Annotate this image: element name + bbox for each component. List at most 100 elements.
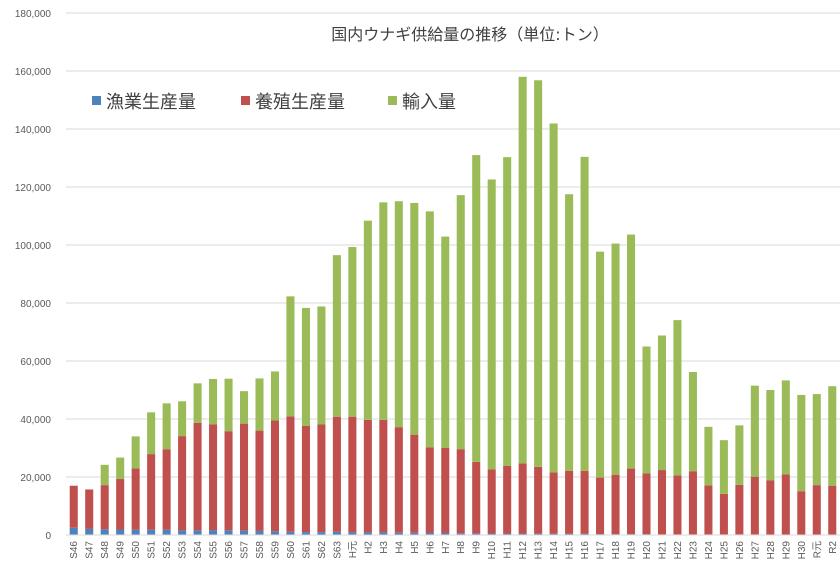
bar-aquaculture [797, 491, 806, 535]
x-tick-label: H23 [688, 541, 699, 560]
bar-aquaculture [286, 416, 295, 532]
x-tick-label: H3 [379, 541, 390, 554]
bar-import [688, 372, 697, 472]
x-tick-label: H15 [565, 541, 576, 560]
bar-aquaculture [270, 420, 280, 532]
legend-label: 輸入量 [402, 92, 456, 113]
x-tick-label: S47 [85, 541, 96, 559]
bar-fishery [487, 533, 496, 535]
bar-fishery [209, 530, 218, 535]
bar-aquaculture [301, 425, 310, 533]
bar-aquaculture [472, 461, 481, 534]
chart-title: 国内ウナギ供給量の推移（単位:トン） [331, 25, 608, 44]
bar-fishery [178, 530, 187, 535]
bar-aquaculture [162, 449, 171, 530]
bar-import [642, 346, 651, 474]
bar-fishery [224, 530, 233, 535]
bar-fishery [565, 533, 574, 535]
bar-aquaculture [100, 485, 109, 530]
bar-fishery [441, 532, 450, 535]
bar-fishery [549, 533, 558, 535]
y-tick-label: 40,000 [20, 415, 51, 426]
bar-aquaculture [626, 468, 636, 535]
bar-import [781, 380, 790, 475]
bar-fishery [518, 533, 527, 535]
bar-aquaculture [425, 447, 434, 533]
bar-fishery [270, 531, 280, 535]
bar-aquaculture [394, 427, 403, 533]
x-tick-labels: S46 S47 S48 S49 S50 S51 S52 S53 S54 S55 S56 S57 S58 S… [69, 541, 839, 560]
bar-aquaculture [673, 475, 682, 535]
bar-aquaculture [735, 484, 744, 535]
bar-aquaculture [224, 431, 233, 531]
bar-import [518, 76, 527, 464]
bar-aquaculture [147, 454, 156, 530]
bar-fishery [85, 528, 94, 535]
bar-fishery [131, 529, 140, 535]
bar-import [363, 220, 372, 420]
bar-import [565, 194, 574, 471]
bar-aquaculture [657, 470, 667, 535]
y-tick-label: 60,000 [20, 357, 51, 368]
bar-aquaculture [688, 471, 697, 535]
bar-fishery [255, 530, 264, 535]
x-tick-label: S52 [162, 541, 173, 559]
bar-aquaculture [781, 474, 790, 535]
bar-import [209, 378, 218, 425]
x-tick-label: S59 [270, 541, 281, 559]
bar-aquaculture [812, 485, 821, 535]
bar-aquaculture [131, 468, 140, 530]
bar-import [147, 412, 156, 455]
x-tick-label: H2 [363, 541, 374, 554]
bar-aquaculture [456, 449, 465, 534]
bar-fishery [69, 527, 78, 535]
x-tick-label: H11 [503, 541, 514, 559]
bar-aquaculture [379, 419, 388, 533]
legend-swatch [92, 96, 101, 105]
bar-aquaculture [332, 416, 341, 532]
legend-swatch [388, 96, 397, 105]
x-tick-label: H27 [750, 541, 761, 560]
bar-import [332, 255, 341, 417]
x-tick-label: S63 [332, 541, 343, 559]
x-tick-label: S62 [317, 541, 328, 559]
bar-import [596, 251, 605, 478]
bar-import [116, 457, 125, 480]
x-tick-label: H30 [797, 541, 808, 560]
x-tick-label: S60 [286, 541, 297, 559]
bar-import [750, 385, 759, 477]
bar-fishery [410, 532, 419, 535]
x-tick-label: H24 [704, 541, 715, 560]
x-tick-label: H4 [394, 541, 405, 554]
bar-aquaculture [503, 465, 512, 534]
bar-import [549, 123, 558, 473]
x-tick-label: H26 [735, 541, 746, 560]
bar-import [162, 403, 171, 450]
legend-label: 漁業生産量 [106, 92, 196, 113]
x-tick-label: R元 [812, 541, 823, 558]
bar-fishery [534, 533, 543, 535]
bar-import [224, 378, 233, 432]
bar-import [580, 156, 589, 471]
bar-aquaculture [596, 477, 605, 535]
bar-import [704, 426, 713, 486]
bar-fishery [286, 531, 295, 535]
bar-fishery [363, 532, 372, 535]
bar-import [828, 386, 837, 486]
x-tick-label: H28 [766, 541, 777, 560]
x-tick-label: S53 [178, 541, 189, 559]
x-tick-label: S61 [301, 541, 312, 559]
bar-fishery [394, 532, 403, 535]
bar-aquaculture [580, 470, 589, 534]
x-tick-label: H29 [781, 541, 792, 560]
y-tick-label: 20,000 [20, 473, 51, 484]
bar-import [410, 202, 419, 435]
bar-import [812, 394, 821, 486]
bar-aquaculture [178, 436, 187, 531]
bar-import [503, 157, 512, 466]
bar-import [735, 425, 744, 485]
x-tick-label: H22 [673, 541, 684, 560]
y-tick-label: 0 [45, 531, 51, 542]
bar-aquaculture [828, 485, 837, 535]
x-tick-label: H16 [580, 541, 591, 560]
